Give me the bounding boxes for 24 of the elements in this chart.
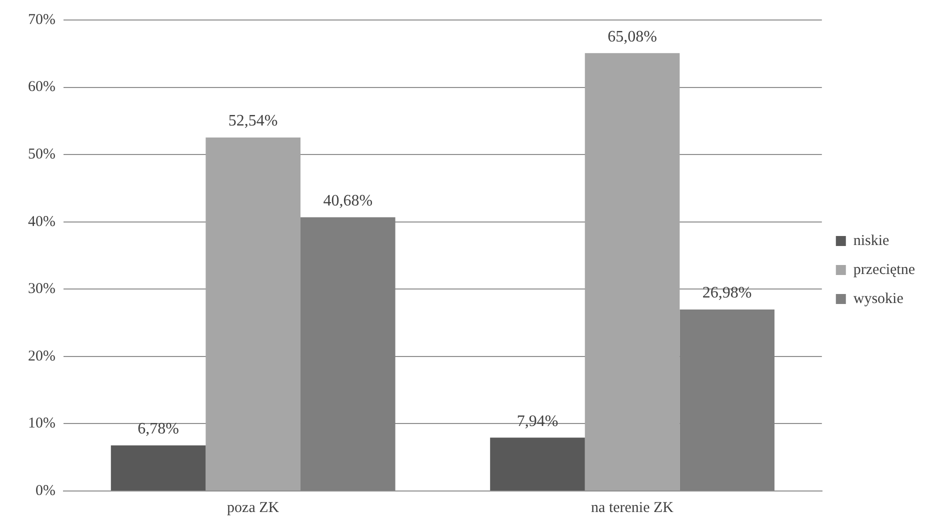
- y-tick-label: 70%: [28, 12, 56, 28]
- data-label: 40,68%: [323, 192, 373, 210]
- data-label: 6,78%: [138, 420, 179, 438]
- y-tick-label: 10%: [28, 416, 56, 432]
- x-tick-label: poza ZK: [227, 500, 280, 516]
- legend-label: wysokie: [853, 290, 904, 307]
- y-tick-label: 50%: [28, 146, 56, 163]
- y-tick-label: 20%: [28, 348, 56, 364]
- y-tick-label: 40%: [28, 214, 56, 230]
- legend-label: przeciętne: [853, 262, 916, 278]
- bar: [584, 53, 680, 490]
- bar: [110, 445, 206, 490]
- y-tick-label: 60%: [28, 79, 56, 96]
- legend-label: niskie: [853, 232, 890, 249]
- data-label: 26,98%: [702, 284, 752, 302]
- bar: [490, 438, 585, 490]
- y-tick-label: 0%: [35, 482, 56, 499]
- y-tick-label: 30%: [28, 281, 56, 298]
- bar: [206, 137, 300, 490]
- data-label: 52,54%: [228, 112, 278, 130]
- bar: [300, 217, 396, 490]
- x-tick-label: na terenie ZK: [591, 500, 674, 516]
- bar: [680, 309, 774, 490]
- data-label: 65,08%: [608, 28, 657, 46]
